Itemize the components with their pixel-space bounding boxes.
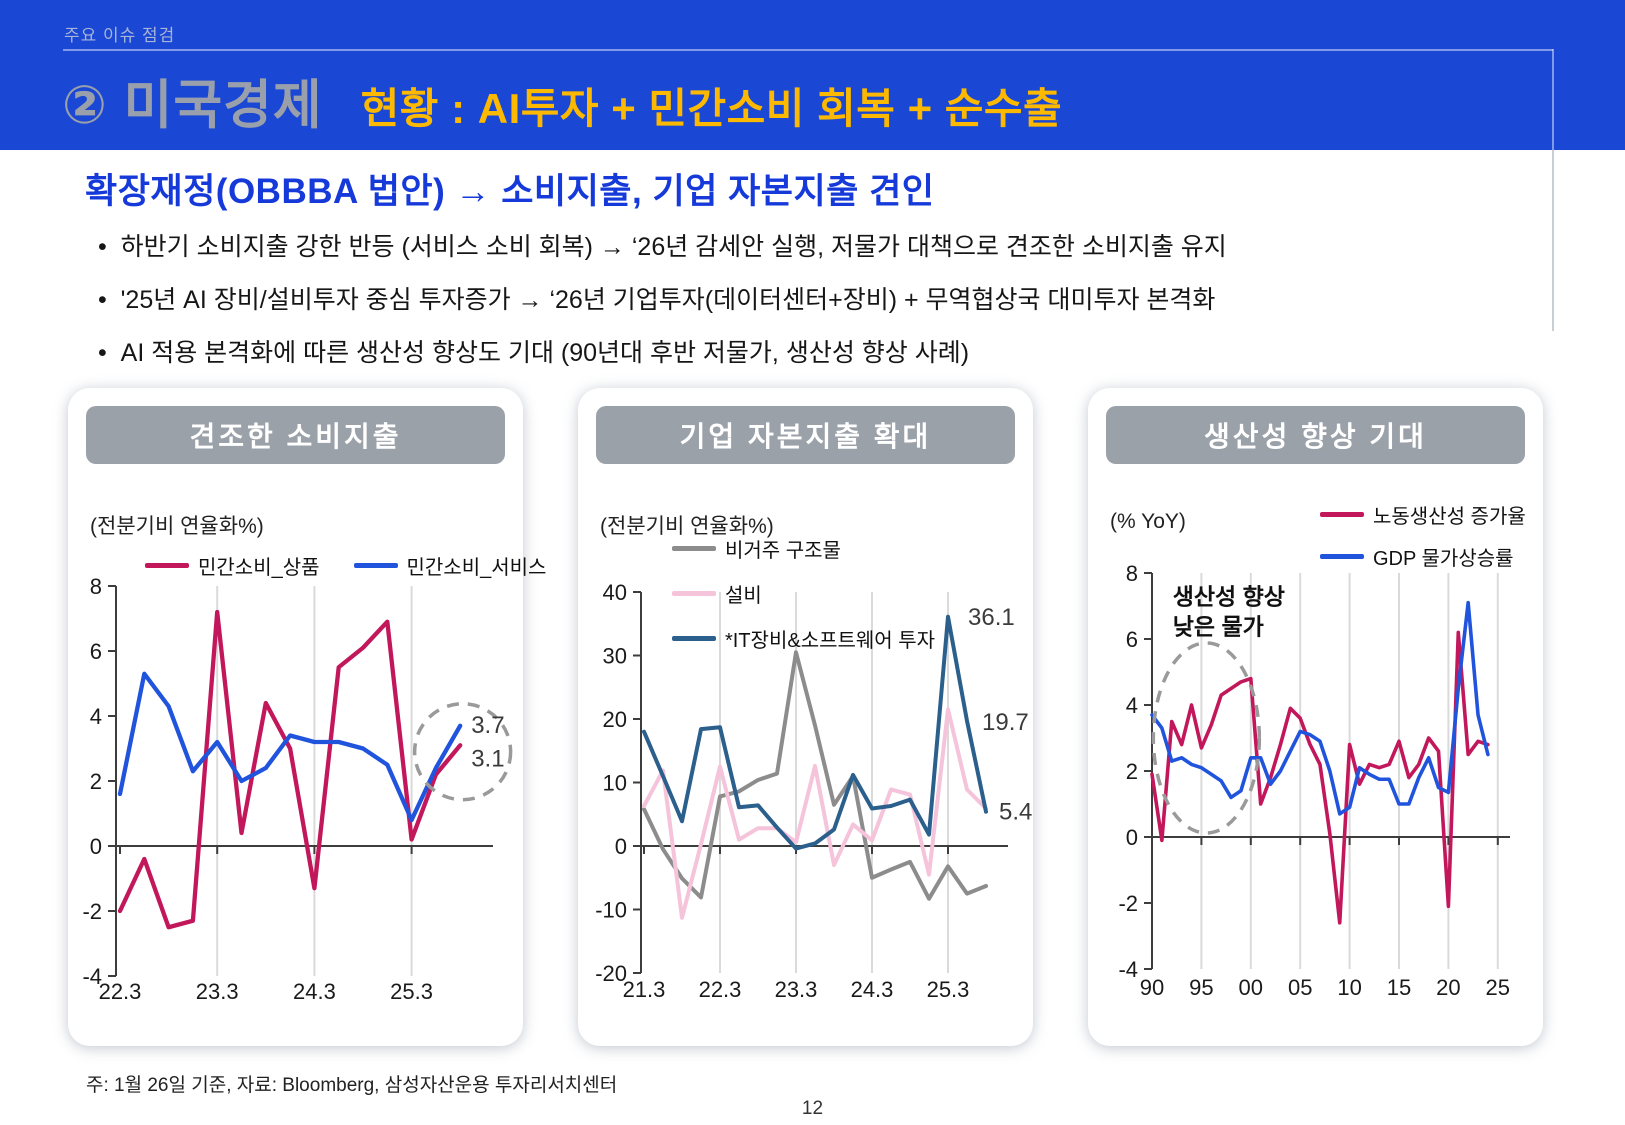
svg-text:24.3: 24.3 bbox=[293, 979, 336, 1004]
svg-text:2: 2 bbox=[90, 769, 102, 794]
legend-entry: *IT장비&소프트웨어 투자 bbox=[672, 624, 935, 653]
svg-text:4: 4 bbox=[1126, 693, 1138, 718]
svg-text:24.3: 24.3 bbox=[851, 977, 894, 1002]
page-heading: 확장재정(OBBBA 법안) → 소비지출, 기업 자본지출 견인 bbox=[85, 172, 935, 211]
panel-productivity: 생산성 향상 기대 (% YoY) 노동생산성 증가율 GDP 물가상승률 -4-… bbox=[1088, 388, 1543, 1046]
bullet-list: 하반기 소비지출 강한 반등 (서비스 소비 회복) → ‘26년 감세안 실행… bbox=[98, 232, 1518, 391]
svg-text:36.1: 36.1 bbox=[968, 604, 1015, 631]
svg-text:-2: -2 bbox=[1118, 891, 1138, 916]
svg-text:3.1: 3.1 bbox=[471, 745, 504, 772]
unit-label: (전분기비 연율화%) bbox=[90, 515, 264, 538]
bullet-item: AI 적용 본격화에 따른 생산성 향상도 기대 (90년대 후반 저물가, 생… bbox=[98, 338, 1518, 368]
svg-text:10: 10 bbox=[603, 771, 627, 796]
legend-label: 민간소비_상품 bbox=[198, 557, 320, 579]
svg-text:0: 0 bbox=[1126, 825, 1138, 850]
svg-text:20: 20 bbox=[1436, 975, 1460, 1000]
svg-text:6: 6 bbox=[1126, 627, 1138, 652]
footnote: 주: 1월 26일 기준, 자료: Bloomberg, 삼성자산운용 투자리서… bbox=[86, 1075, 618, 1096]
svg-text:90: 90 bbox=[1140, 975, 1164, 1000]
legend-entry: 노동생산성 증가율 bbox=[1320, 500, 1526, 529]
legend-label: 노동생산성 증가율 bbox=[1373, 506, 1526, 528]
svg-text:95: 95 bbox=[1189, 975, 1213, 1000]
legend-swatch bbox=[672, 546, 716, 551]
svg-text:8: 8 bbox=[1126, 561, 1138, 586]
svg-text:40: 40 bbox=[603, 580, 627, 605]
svg-text:21.3: 21.3 bbox=[623, 977, 666, 1002]
svg-text:-4: -4 bbox=[1118, 957, 1138, 982]
header-rule bbox=[63, 49, 1553, 51]
section-title: ② 미국경제 bbox=[62, 76, 323, 135]
legend-swatch bbox=[1320, 512, 1364, 517]
svg-text:23.3: 23.3 bbox=[196, 979, 239, 1004]
legend-swatch bbox=[353, 563, 398, 568]
svg-text:6: 6 bbox=[90, 639, 102, 664]
legend-entry: 비거주 구조물 bbox=[672, 534, 935, 563]
svg-text:25.3: 25.3 bbox=[390, 979, 433, 1004]
panel-title: 생산성 향상 기대 bbox=[1106, 406, 1525, 464]
legend-label: 민간소비_서비스 bbox=[406, 557, 547, 579]
legend-swatch bbox=[672, 636, 716, 641]
bullet-item: '25년 AI 장비/설비투자 중심 투자증가 → ‘26년 기업투자(데이터센… bbox=[98, 285, 1518, 315]
svg-text:-4: -4 bbox=[82, 964, 102, 989]
svg-text:20: 20 bbox=[603, 707, 627, 732]
legend-swatch bbox=[1320, 554, 1364, 559]
bullet-item: 하반기 소비지출 강한 반등 (서비스 소비 회복) → ‘26년 감세안 실행… bbox=[98, 232, 1518, 262]
svg-text:-20: -20 bbox=[595, 961, 627, 986]
panel-consumer-spending: 견조한 소비지출 (전분기비 연율화%) 민간소비_상품 민간소비_서비스 -4-… bbox=[68, 388, 546, 1046]
svg-text:23.3: 23.3 bbox=[775, 977, 818, 1002]
title-row: ② 미국경제 현황 : AI투자 + 민간소비 회복 + 순수출 bbox=[62, 63, 1062, 139]
svg-text:25.3: 25.3 bbox=[927, 977, 970, 1002]
legend-label: GDP 물가상승률 bbox=[1373, 548, 1514, 570]
svg-text:2: 2 bbox=[1126, 759, 1138, 784]
legend-label: *IT장비&소프트웨어 투자 bbox=[725, 630, 936, 652]
svg-text:-2: -2 bbox=[82, 899, 102, 924]
legend-entry: GDP 물가상승률 bbox=[1320, 542, 1526, 571]
svg-text:22.3: 22.3 bbox=[99, 979, 142, 1004]
svg-text:5.4: 5.4 bbox=[999, 799, 1032, 826]
eyebrow: 주요 이슈 점검 bbox=[64, 26, 176, 45]
legend-entry: 민간소비_서비스 bbox=[353, 551, 547, 580]
legend-label: 비거주 구조물 bbox=[725, 540, 841, 562]
svg-text:19.7: 19.7 bbox=[982, 709, 1029, 736]
svg-text:05: 05 bbox=[1288, 975, 1312, 1000]
legend-entry: 민간소비_상품 bbox=[145, 551, 320, 580]
svg-text:25: 25 bbox=[1486, 975, 1510, 1000]
svg-text:0: 0 bbox=[615, 834, 627, 859]
headline: 현황 : AI투자 + 민간소비 회복 + 순수출 bbox=[360, 85, 1063, 132]
legend-label: 설비 bbox=[725, 585, 762, 607]
svg-text:10: 10 bbox=[1337, 975, 1361, 1000]
header-band: 주요 이슈 점검 ② 미국경제 현황 : AI투자 + 민간소비 회복 + 순수… bbox=[0, 0, 1625, 150]
chart-legend: 민간소비_상품 민간소비_서비스 bbox=[145, 551, 546, 580]
unit-label: (% YoY) bbox=[1110, 510, 1186, 533]
svg-text:-10: -10 bbox=[595, 898, 627, 923]
consumer-spending-chart: -4 -2 0 2 4 6 8 22.3 23.3 24.3 25.3 3.7 3.1 bbox=[82, 574, 513, 1004]
svg-text:30: 30 bbox=[603, 644, 627, 669]
svg-text:4: 4 bbox=[90, 704, 102, 729]
legend-swatch bbox=[672, 591, 716, 596]
capex-chart: -20 -10 0 10 20 30 40 21.3 22.3 23.3 24.3 25.3 36.1 1… bbox=[595, 580, 1032, 1002]
svg-text:0: 0 bbox=[90, 834, 102, 859]
svg-text:22.3: 22.3 bbox=[699, 977, 742, 1002]
chart-legend: 노동생산성 증가율 GDP 물가상승률 bbox=[1320, 500, 1526, 571]
legend-swatch bbox=[145, 563, 189, 568]
legend-entry: 설비 bbox=[672, 579, 935, 608]
right-vertical-line bbox=[1552, 49, 1554, 331]
svg-text:8: 8 bbox=[90, 574, 102, 599]
unit-label: (전분기비 연율화%) bbox=[600, 515, 774, 538]
panel-title: 기업 자본지출 확대 bbox=[596, 406, 1015, 464]
svg-text:00: 00 bbox=[1239, 975, 1263, 1000]
svg-text:15: 15 bbox=[1387, 975, 1411, 1000]
productivity-chart: -4 -2 0 2 4 6 8 90 95 00 05 10 15 20 25 생산성 향상 낮은 물가 bbox=[1118, 561, 1510, 1000]
page-number: 12 bbox=[801, 1098, 824, 1119]
svg-text:3.7: 3.7 bbox=[471, 712, 504, 739]
panel-title: 견조한 소비지출 bbox=[86, 406, 505, 464]
